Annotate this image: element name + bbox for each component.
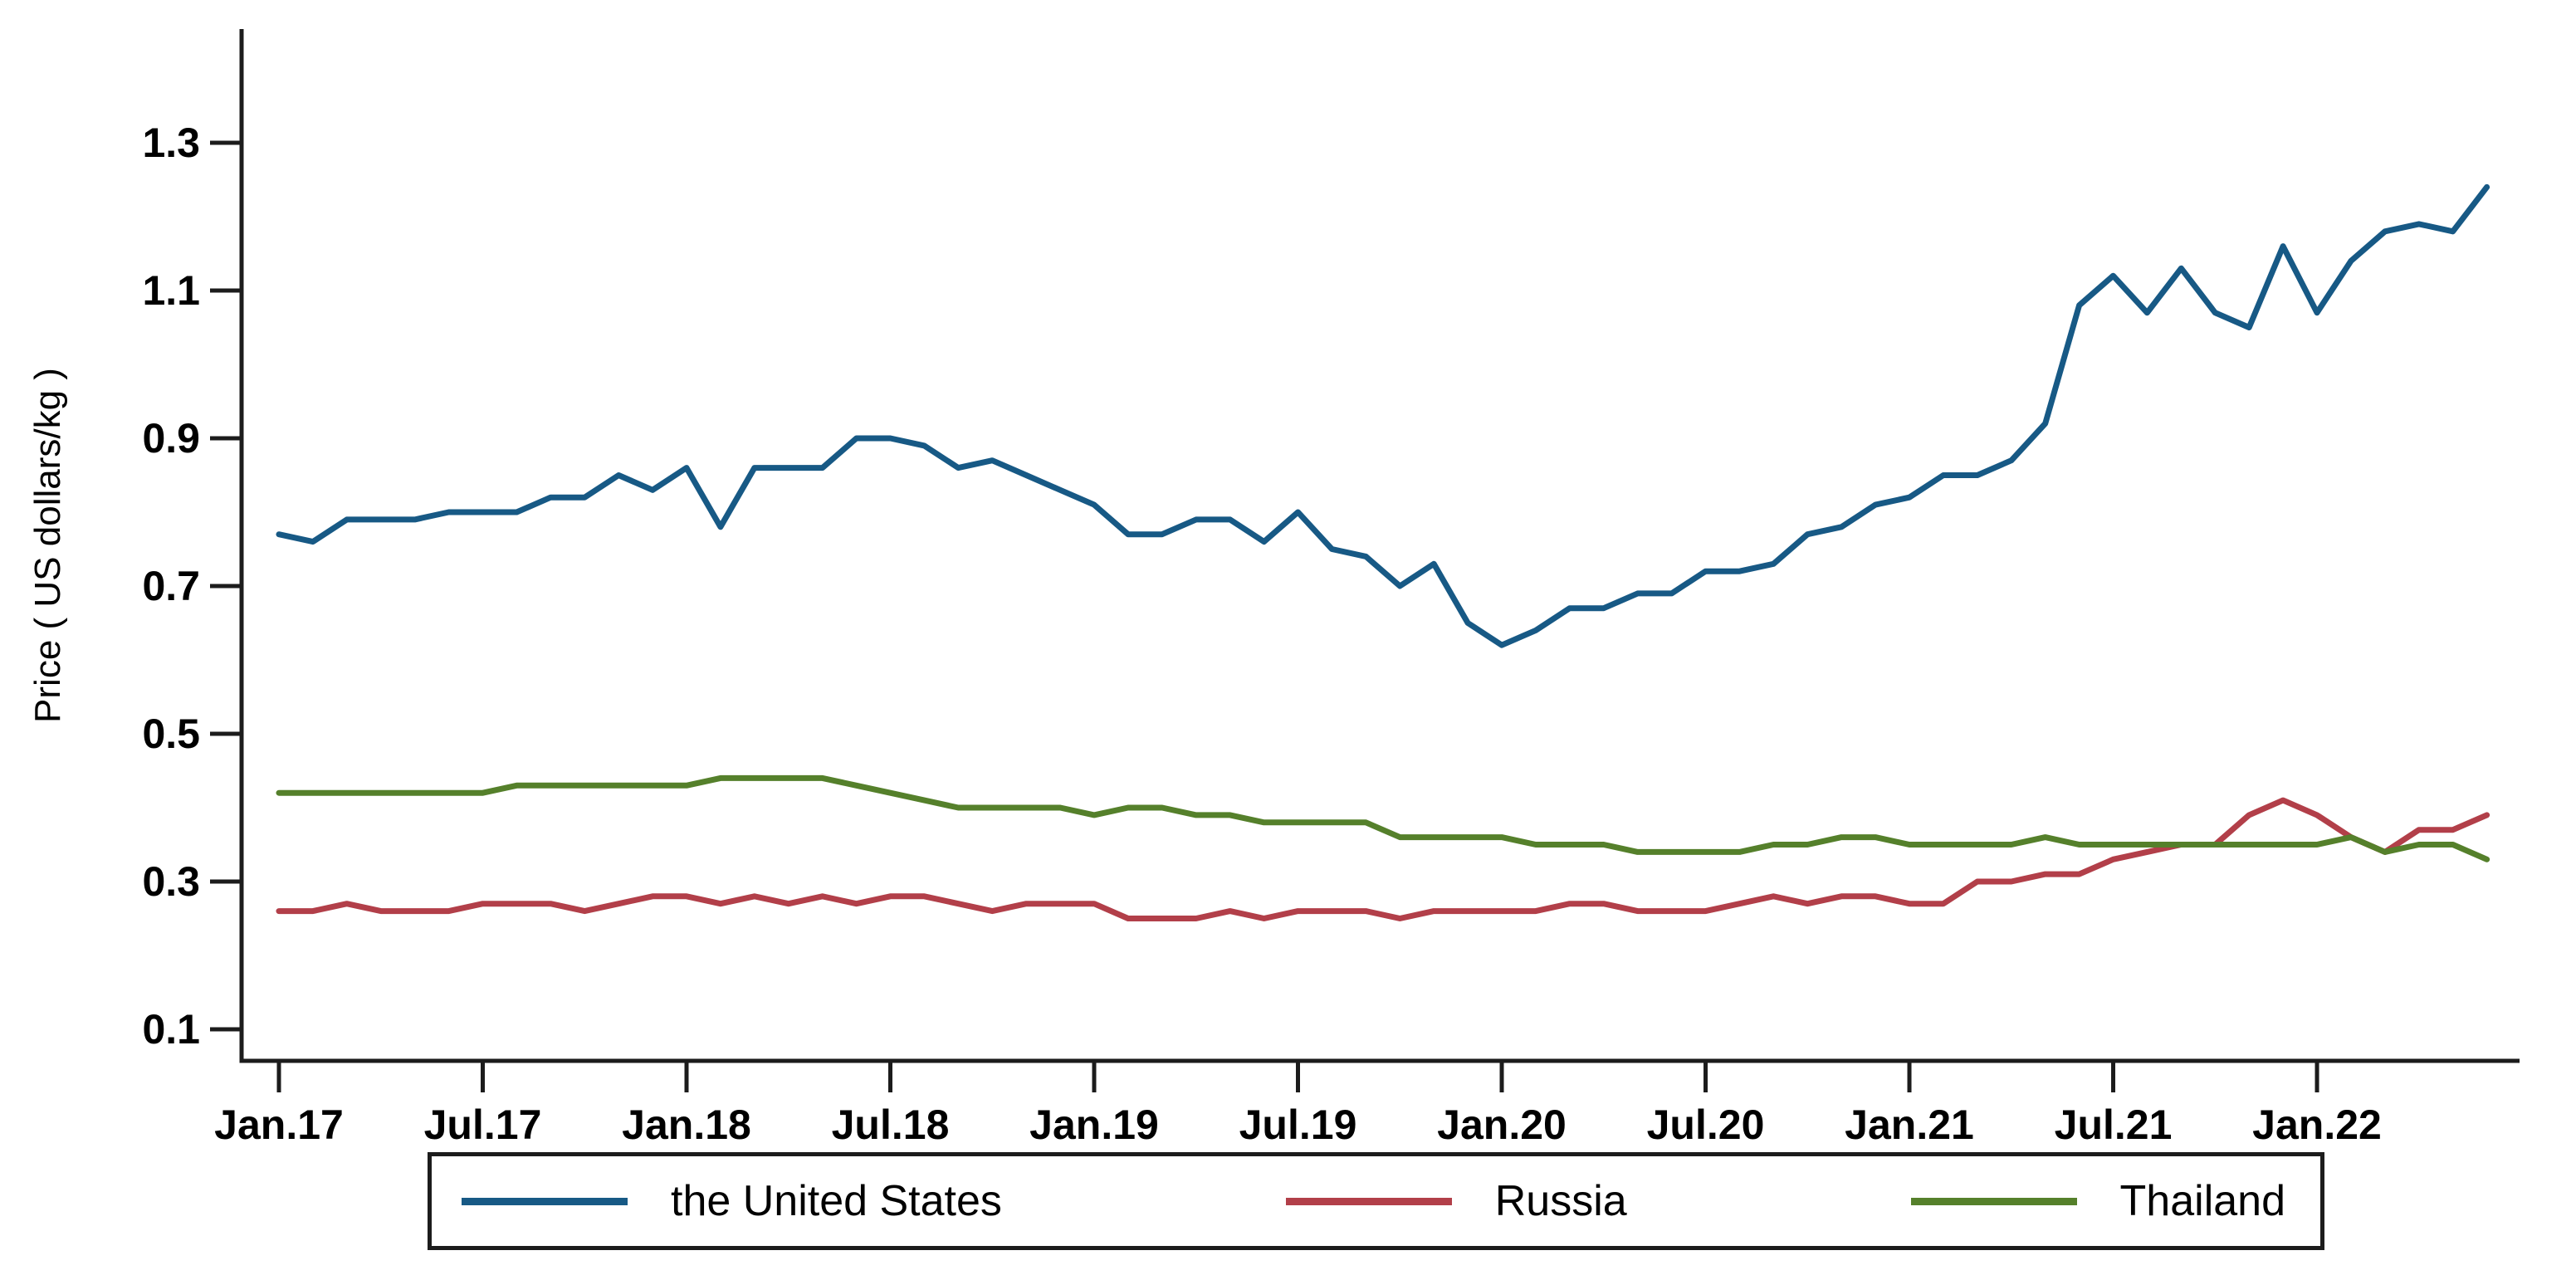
x-tick-label: Jan.17	[214, 1102, 344, 1148]
x-tick-label: Jan.18	[622, 1102, 751, 1148]
legend-item-russia: Russia	[1285, 1176, 1627, 1226]
y-tick-label: 0.9	[142, 415, 200, 462]
series-line-1	[276, 797, 2490, 921]
legend-label-united-states: the United States	[671, 1177, 1002, 1225]
y-tick-label: 0.5	[142, 711, 200, 757]
y-tick-label: 1.1	[142, 267, 200, 314]
x-tick-label: Jan.21	[1845, 1102, 1974, 1148]
legend-swatch-russia	[1285, 1197, 1452, 1205]
x-tick-label: Jul.17	[424, 1102, 542, 1148]
x-tick-label: Jul.18	[832, 1102, 950, 1148]
x-tick-label: Jul.20	[1647, 1102, 1765, 1148]
legend-label-thailand: Thailand	[2119, 1177, 2285, 1225]
y-tick-label: 1.3	[142, 120, 200, 166]
x-tick-label: Jan.20	[1437, 1102, 1567, 1148]
y-tick-label: 0.7	[142, 563, 200, 609]
legend-item-thailand: Thailand	[1910, 1176, 2285, 1226]
x-tick-label: Jul.21	[2055, 1102, 2173, 1148]
legend-label-russia: Russia	[1494, 1177, 1627, 1225]
x-tick-label: Jul.19	[1239, 1102, 1357, 1148]
x-tick-label: Jan.22	[2252, 1102, 2382, 1148]
x-tick-label: Jan.19	[1029, 1102, 1159, 1148]
series-line-2	[276, 774, 2490, 862]
legend-swatch-united-states	[462, 1197, 628, 1205]
legend-item-united-states: the United States	[462, 1176, 1002, 1226]
y-tick-label: 0.3	[142, 858, 200, 905]
series-line-0	[276, 183, 2490, 648]
legend-swatch-thailand	[1910, 1197, 2077, 1205]
legend: the United States Russia Thailand	[428, 1152, 2324, 1250]
y-tick-label: 0.1	[142, 1006, 200, 1053]
